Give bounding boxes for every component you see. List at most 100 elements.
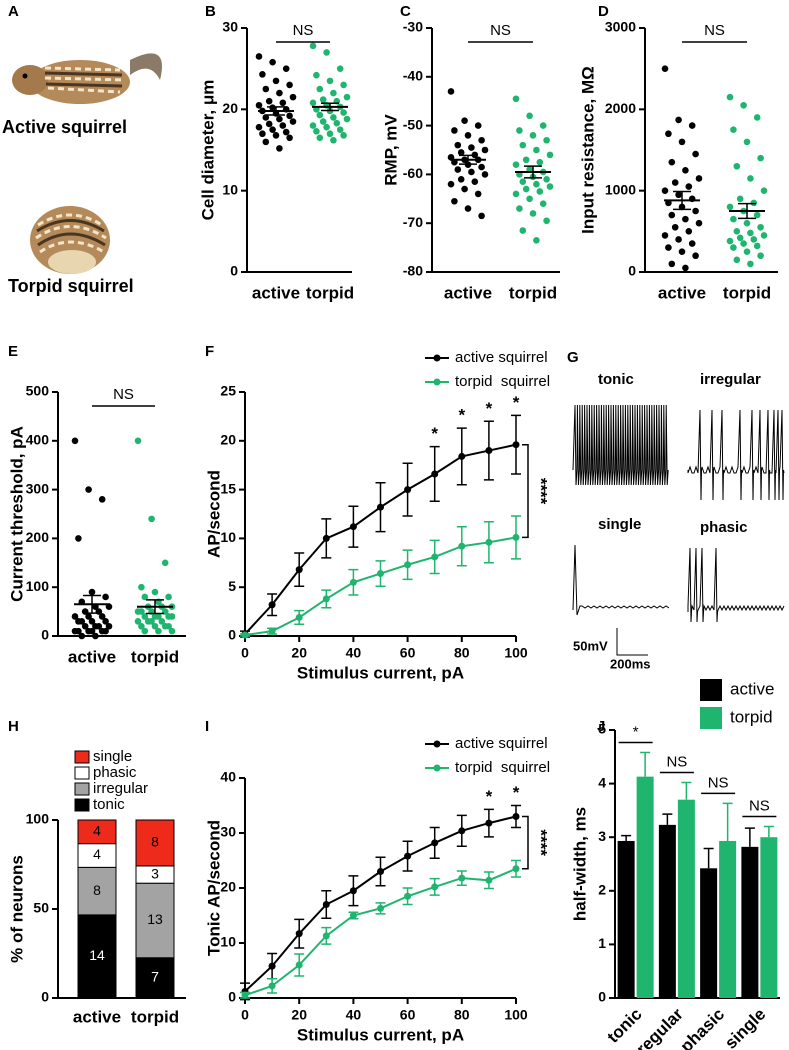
data-point [151,588,159,596]
data-point [269,104,276,112]
bar [741,846,759,998]
x-tick-label: 60 [400,1007,416,1023]
data-point [336,126,344,133]
panel-letter: H [8,718,19,735]
data-point [134,618,142,625]
data-point [688,240,696,247]
data-point [78,618,86,625]
y-tick-label: -30 [403,19,423,35]
data-point [695,175,703,182]
segment-count: 13 [147,911,163,927]
data-point [668,158,676,166]
data-point [685,183,693,190]
data-point [451,197,458,205]
data-point [282,128,290,136]
data-point [309,42,317,50]
significance-bracket [522,815,529,870]
data-point [141,627,149,635]
data-point [519,141,527,149]
significance-star: * [486,787,493,806]
y-tick-label: 10 [222,181,238,197]
legend-label: torpid squirrel [455,373,550,390]
data-point [102,618,109,625]
data-point [736,195,744,203]
x-tick-label: 60 [400,645,416,661]
image-label: Active squirrel [2,117,127,137]
data-point [474,122,482,129]
x-tick-label: active [444,283,492,302]
data-point [760,187,768,194]
legend-label: torpid [730,707,773,726]
image-label: Torpid squirrel [8,276,134,296]
y-axis-label: Current threshold, pA [7,426,26,602]
x-tick-label: 100 [504,645,528,661]
data-point [692,150,699,158]
data-point [138,583,145,591]
y-tick-label: 3000 [605,19,636,35]
bar-segment [77,819,117,845]
bar [658,824,676,998]
segment-count: 4 [93,823,101,839]
series-line [244,443,517,635]
x-tick-label: phasic [677,1005,729,1050]
y-tick-label: 200 [26,529,50,545]
data-point [92,632,99,640]
data-point [336,65,344,72]
data-point [512,865,520,873]
segment-count: 14 [89,947,105,963]
data-point [349,578,357,586]
data-point [730,244,737,251]
data-point [682,167,689,174]
data-point [458,827,466,835]
data-point [529,132,537,139]
data-point [526,112,533,120]
data-point [750,199,758,207]
data-point [377,868,384,875]
data-point [485,538,493,546]
y-tick-label: -50 [403,116,423,132]
data-point [349,912,357,919]
data-point [148,618,155,625]
bar-segment [135,819,175,867]
data-point [404,852,412,860]
data-point [404,892,412,900]
data-point [316,111,324,119]
data-point [447,180,455,188]
data-point [276,145,283,152]
data-point [268,601,276,609]
legend-label: single [93,748,132,765]
data-point [272,77,280,85]
x-tick-label: torpid [509,283,557,302]
data-point [286,112,293,120]
data-point [322,534,330,542]
legend-label: phasic [93,764,137,781]
significance-star: * [458,406,465,425]
x-tick-label: 20 [291,1007,307,1023]
data-point [512,190,520,198]
error-bar [703,847,714,869]
data-point [141,613,149,620]
data-point [269,126,276,133]
data-point [671,179,679,186]
data-point [733,162,741,170]
panel-letter: E [8,343,18,360]
data-point [71,437,79,445]
bar-segment [135,882,175,959]
significance-label: NS [293,22,314,39]
sem-bar [83,594,101,614]
data-point [286,81,293,89]
data-point [747,175,754,182]
legend-label: torpid squirrel [455,759,550,776]
data-point [726,203,734,211]
sem-bar [738,202,756,220]
data-point [102,593,109,601]
significance-star: * [431,424,438,443]
legend-label: active squirrel [455,735,548,752]
data-point [88,588,96,596]
data-point [743,248,751,255]
data-point [259,130,266,138]
data-point [322,901,330,908]
data-point [138,622,145,630]
bar [719,840,737,998]
legend-label: irregular [93,780,148,797]
